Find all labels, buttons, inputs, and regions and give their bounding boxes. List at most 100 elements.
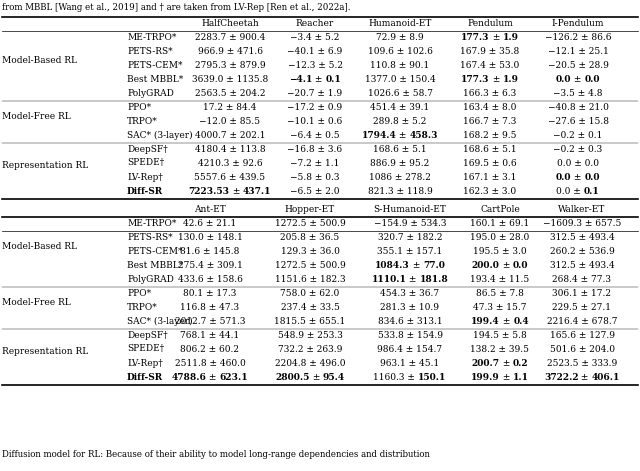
Text: 0.2: 0.2 xyxy=(513,358,529,367)
Text: SAC* (3-layer): SAC* (3-layer) xyxy=(127,317,193,325)
Text: 168.6 ± 5.1: 168.6 ± 5.1 xyxy=(373,145,427,154)
Text: 501.6 ± 204.0: 501.6 ± 204.0 xyxy=(550,344,614,354)
Text: 312.5 ± 493.4: 312.5 ± 493.4 xyxy=(550,260,614,269)
Text: 177.3: 177.3 xyxy=(461,74,490,83)
Text: 47.3 ± 15.7: 47.3 ± 15.7 xyxy=(473,302,527,311)
Text: 2216.4 ± 678.7: 2216.4 ± 678.7 xyxy=(547,317,617,325)
Text: −3.5 ± 4.8: −3.5 ± 4.8 xyxy=(553,89,603,97)
Text: 77.0: 77.0 xyxy=(423,260,445,269)
Text: 195.0 ± 28.0: 195.0 ± 28.0 xyxy=(470,233,530,242)
Text: 2523.5 ± 333.9: 2523.5 ± 333.9 xyxy=(547,358,617,367)
Text: 80.1 ± 17.3: 80.1 ± 17.3 xyxy=(183,289,237,298)
Text: 821.3 ± 118.9: 821.3 ± 118.9 xyxy=(367,187,433,195)
Text: 623.1: 623.1 xyxy=(220,373,248,382)
Text: 2563.5 ± 204.2: 2563.5 ± 204.2 xyxy=(195,89,265,97)
Text: PETS-RS*: PETS-RS* xyxy=(127,47,173,56)
Text: −12.3 ± 5.2: −12.3 ± 5.2 xyxy=(287,60,342,70)
Text: 199.9: 199.9 xyxy=(471,373,500,382)
Text: 275.4 ± 309.1: 275.4 ± 309.1 xyxy=(177,260,243,269)
Text: 1.9: 1.9 xyxy=(503,74,519,83)
Text: 42.6 ± 21.1: 42.6 ± 21.1 xyxy=(184,219,237,227)
Text: 5557.6 ± 439.5: 5557.6 ± 439.5 xyxy=(195,172,266,181)
Text: 166.7 ± 7.3: 166.7 ± 7.3 xyxy=(463,116,516,125)
Text: 0.0 ± 0.0: 0.0 ± 0.0 xyxy=(557,159,599,168)
Text: TRPO*: TRPO* xyxy=(127,116,157,125)
Text: 437.1: 437.1 xyxy=(243,187,271,195)
Text: 886.9 ± 95.2: 886.9 ± 95.2 xyxy=(371,159,429,168)
Text: 1272.5 ± 500.9: 1272.5 ± 500.9 xyxy=(275,260,346,269)
Text: 0.0: 0.0 xyxy=(584,172,600,181)
Text: 177.3: 177.3 xyxy=(461,32,490,41)
Text: 205.8 ± 36.5: 205.8 ± 36.5 xyxy=(280,233,340,242)
Text: −20.5 ± 28.9: −20.5 ± 28.9 xyxy=(548,60,609,70)
Text: 289.8 ± 5.2: 289.8 ± 5.2 xyxy=(373,116,427,125)
Text: 138.2 ± 39.5: 138.2 ± 39.5 xyxy=(470,344,529,354)
Text: −5.8 ± 0.3: −5.8 ± 0.3 xyxy=(291,172,340,181)
Text: 167.1 ± 3.1: 167.1 ± 3.1 xyxy=(463,172,516,181)
Text: Representation RL: Representation RL xyxy=(2,347,88,356)
Text: 1272.5 ± 500.9: 1272.5 ± 500.9 xyxy=(275,219,346,227)
Text: 2012.7 ± 571.3: 2012.7 ± 571.3 xyxy=(175,317,245,325)
Text: 268.4 ± 77.3: 268.4 ± 77.3 xyxy=(552,275,611,284)
Text: ±: ± xyxy=(490,74,503,83)
Text: 163.4 ± 8.0: 163.4 ± 8.0 xyxy=(463,103,516,112)
Text: 169.5 ± 0.6: 169.5 ± 0.6 xyxy=(463,159,517,168)
Text: Reacher: Reacher xyxy=(296,19,334,28)
Text: 451.4 ± 39.1: 451.4 ± 39.1 xyxy=(371,103,429,112)
Text: Model-Free RL: Model-Free RL xyxy=(2,298,71,307)
Text: ±: ± xyxy=(579,373,592,382)
Text: 110.8 ± 90.1: 110.8 ± 90.1 xyxy=(371,60,429,70)
Text: Best MBBL*: Best MBBL* xyxy=(127,260,183,269)
Text: 150.1: 150.1 xyxy=(418,373,447,382)
Text: −17.2 ± 0.9: −17.2 ± 0.9 xyxy=(287,103,342,112)
Text: ±: ± xyxy=(500,358,513,367)
Text: 165.6 ± 127.9: 165.6 ± 127.9 xyxy=(550,331,614,340)
Text: 4788.6: 4788.6 xyxy=(172,373,207,382)
Text: PolyGRAD: PolyGRAD xyxy=(127,89,174,97)
Text: 768.1 ± 44.1: 768.1 ± 44.1 xyxy=(180,331,239,340)
Text: LV-Rep†: LV-Rep† xyxy=(127,358,163,367)
Text: 355.1 ± 157.1: 355.1 ± 157.1 xyxy=(378,246,443,255)
Text: Diffusion model for RL: Because of their ability to model long-range dependencie: Diffusion model for RL: Because of their… xyxy=(2,450,430,459)
Text: 130.0 ± 148.1: 130.0 ± 148.1 xyxy=(177,233,243,242)
Text: CartPole: CartPole xyxy=(480,205,520,214)
Text: −0.2 ± 0.3: −0.2 ± 0.3 xyxy=(554,145,603,154)
Text: 3722.2: 3722.2 xyxy=(544,373,579,382)
Text: 0.0: 0.0 xyxy=(584,74,600,83)
Text: −6.5 ± 2.0: −6.5 ± 2.0 xyxy=(291,187,340,195)
Text: ±: ± xyxy=(312,74,325,83)
Text: DeepSF†: DeepSF† xyxy=(127,145,168,154)
Text: −20.7 ± 1.9: −20.7 ± 1.9 xyxy=(287,89,342,97)
Text: DeepSF†: DeepSF† xyxy=(127,331,168,340)
Text: PPO*: PPO* xyxy=(127,103,151,112)
Text: 72.9 ± 8.9: 72.9 ± 8.9 xyxy=(376,32,424,41)
Text: Walker-ET: Walker-ET xyxy=(558,205,605,214)
Text: 433.6 ± 158.6: 433.6 ± 158.6 xyxy=(177,275,243,284)
Text: ±: ± xyxy=(410,260,423,269)
Text: 109.6 ± 102.6: 109.6 ± 102.6 xyxy=(367,47,433,56)
Text: 454.3 ± 36.7: 454.3 ± 36.7 xyxy=(380,289,440,298)
Text: 0.4: 0.4 xyxy=(513,317,529,325)
Text: 162.3 ± 3.0: 162.3 ± 3.0 xyxy=(463,187,516,195)
Text: 4180.4 ± 113.8: 4180.4 ± 113.8 xyxy=(195,145,266,154)
Text: −4.1: −4.1 xyxy=(289,74,312,83)
Text: 168.2 ± 9.5: 168.2 ± 9.5 xyxy=(463,130,516,139)
Text: 4210.3 ± 92.6: 4210.3 ± 92.6 xyxy=(198,159,262,168)
Text: −126.2 ± 86.6: −126.2 ± 86.6 xyxy=(545,32,611,41)
Text: 200.0: 200.0 xyxy=(472,260,500,269)
Text: 7223.53: 7223.53 xyxy=(189,187,230,195)
Text: −1609.3 ± 657.5: −1609.3 ± 657.5 xyxy=(543,219,621,227)
Text: S-Humanoid-ET: S-Humanoid-ET xyxy=(374,205,447,214)
Text: −6.4 ± 0.5: −6.4 ± 0.5 xyxy=(290,130,340,139)
Text: 199.4: 199.4 xyxy=(471,317,500,325)
Text: 1815.5 ± 655.1: 1815.5 ± 655.1 xyxy=(275,317,346,325)
Text: I-Pendulum: I-Pendulum xyxy=(552,19,604,28)
Text: ±: ± xyxy=(500,260,513,269)
Text: 194.5 ± 5.8: 194.5 ± 5.8 xyxy=(473,331,527,340)
Text: LV-Rep†: LV-Rep† xyxy=(127,172,163,181)
Text: Hopper-ET: Hopper-ET xyxy=(285,205,335,214)
Text: −12.0 ± 85.5: −12.0 ± 85.5 xyxy=(200,116,260,125)
Text: Diff-SR: Diff-SR xyxy=(127,373,163,382)
Text: SPEDE†: SPEDE† xyxy=(127,344,164,354)
Text: −12.1 ± 25.1: −12.1 ± 25.1 xyxy=(548,47,609,56)
